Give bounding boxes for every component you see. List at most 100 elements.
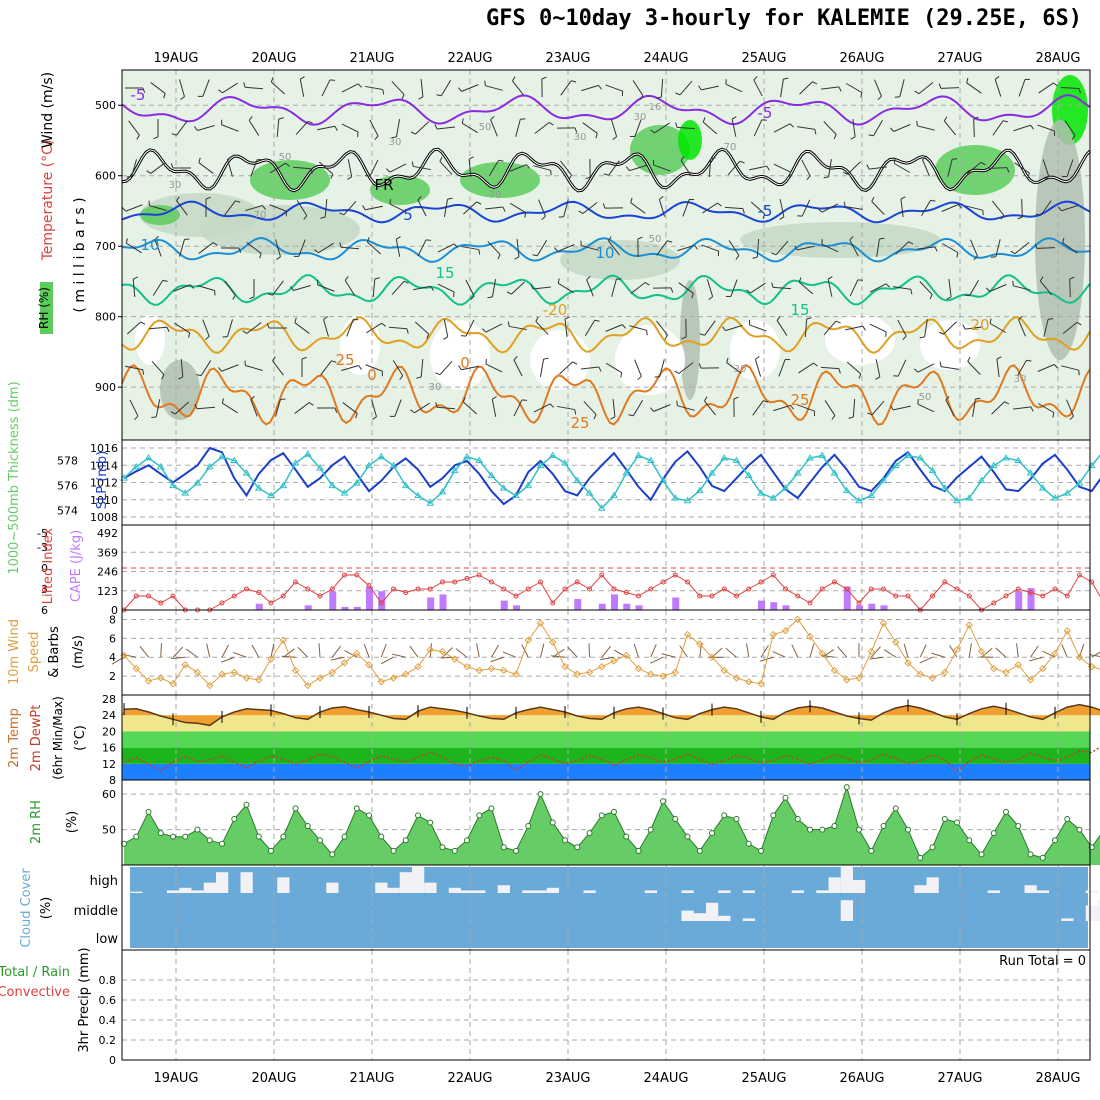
wind-barb: [989, 323, 1007, 333]
rh-marker: [145, 808, 152, 815]
wind-barb-flag: [530, 284, 534, 290]
text-layer: 19AUG 20AUG 21AUG 22AUG 23AUG 24AUG 25AUG 26AUG…: [0, 51, 1086, 1086]
rh-marker: [966, 837, 973, 844]
temp-tick: 12: [102, 758, 116, 771]
wind-barb: [151, 360, 165, 376]
thickness-marker: [916, 454, 925, 461]
wind-barb: [245, 205, 263, 211]
thickness-marker: [340, 489, 349, 496]
wind-barb: [611, 279, 617, 297]
wind-barb: [893, 163, 911, 173]
thickness-marker: [610, 491, 618, 499]
wind-barb-flag: [1052, 412, 1055, 418]
thickness-marker: [181, 489, 190, 496]
surface-wind-barb: [931, 652, 945, 658]
wind-speed-marker: [659, 672, 667, 680]
wind-barb-flag: [178, 376, 183, 380]
wind-barb: [704, 320, 716, 336]
cloud-middle-bar: [840, 900, 853, 921]
wind-barb-flag: [532, 254, 538, 257]
thickness-marker: [144, 454, 153, 461]
thickness-marker: [1063, 489, 1072, 496]
thickness-marker: [977, 476, 986, 484]
thickness-marker: [879, 476, 888, 484]
wind-barb-flag: [205, 336, 210, 341]
wind-barb: [152, 280, 164, 296]
wind-barb-flag: [190, 284, 195, 289]
surface-wind-barb: [633, 643, 639, 658]
thickness-marker: [291, 459, 300, 466]
wind-speed-marker: [855, 674, 863, 682]
wind-barb-flag: [946, 296, 952, 300]
surface-wind-barb: [1061, 644, 1068, 658]
rh-marker: [194, 826, 201, 833]
wind-barb: [389, 163, 407, 173]
wind-barb-flag: [610, 416, 616, 420]
wind-speed-marker: [267, 655, 275, 663]
li-marker: [672, 572, 678, 578]
wind-barb: [821, 243, 839, 253]
wind-barb: [1018, 319, 1026, 337]
li-marker: [1052, 586, 1058, 592]
thickness-marker: [940, 484, 949, 491]
wind-barb: [753, 119, 763, 137]
wind-barb-flag: [549, 403, 555, 408]
cape-tick: 0: [111, 604, 118, 617]
temp-band: [122, 731, 1090, 748]
wind-barb-flag: [994, 75, 1000, 80]
rh-marker: [856, 826, 862, 833]
rh-marker: [439, 844, 446, 851]
cloud-high-bar: [742, 890, 755, 893]
wind-barb-flag: [270, 77, 274, 83]
thickness-marker: [842, 486, 851, 494]
wind-barb: [874, 79, 882, 97]
cloud-high-bar: [914, 885, 927, 893]
rh-marker: [206, 837, 213, 844]
cloud-middle-bar: [1098, 900, 1100, 921]
wind-barb: [126, 242, 142, 254]
wind-barb: [341, 83, 359, 93]
temperature-contour-label: 25: [335, 351, 354, 369]
wind-barb: [509, 164, 527, 172]
cloud-high-bar: [497, 885, 510, 893]
wind-axis-label-1: 10m Wind: [7, 619, 22, 685]
cape-bar: [255, 603, 263, 610]
surface-wind-barb: [297, 646, 309, 658]
wind-barb: [512, 80, 524, 96]
wind-barb-flag: [1035, 213, 1041, 216]
wind-barb: [1014, 162, 1030, 174]
wind-barb: [439, 360, 453, 376]
wind-barb: [917, 363, 935, 373]
wind-speed-marker: [132, 664, 140, 673]
cape-bar: [341, 606, 349, 610]
wind-barb-flag: [497, 254, 501, 260]
temp-contour-5: [121, 200, 1091, 224]
wind-barb-flag: [746, 289, 751, 294]
cape-bar: [366, 586, 373, 610]
surface-wind-barb: [233, 651, 247, 658]
wind-barb-flag: [644, 282, 650, 286]
wind-barb-flag: [766, 165, 770, 171]
wind-barb: [536, 240, 548, 256]
thickness-tick: 576: [57, 480, 78, 493]
li-marker: [452, 579, 458, 585]
li-marker: [1015, 586, 1021, 592]
top-date-label: 26AUG: [839, 51, 884, 66]
wind-speed-marker: [916, 670, 924, 678]
wind-barb: [586, 279, 594, 297]
li-axis-label: Lifted Index: [41, 527, 56, 604]
cloud-high-bar: [681, 890, 694, 893]
surface-wind-barb: [380, 656, 394, 665]
rh-marker: [831, 823, 838, 830]
wind-barb: [557, 244, 575, 252]
wind-barb: [534, 122, 550, 134]
rh-marker: [623, 833, 630, 840]
surface-wind-barb: [661, 653, 676, 658]
li-marker: [746, 586, 752, 592]
wind-barb-flag: [205, 196, 211, 200]
wind-speed-marker: [1088, 662, 1096, 671]
wind-barb-flag: [594, 319, 600, 322]
li-marker: [342, 572, 347, 578]
wind-barb: [227, 319, 233, 337]
wind-barb: [391, 280, 405, 296]
